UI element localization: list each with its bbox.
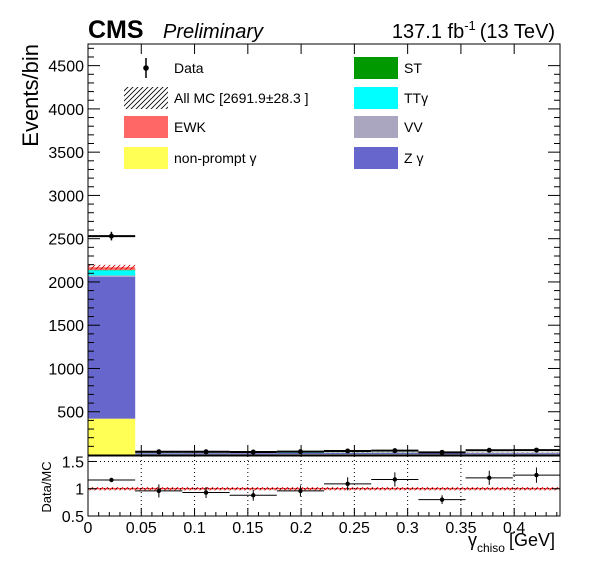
data-point-9 bbox=[534, 448, 539, 453]
legend-swatch-6 bbox=[354, 116, 398, 138]
data-point-6 bbox=[392, 448, 397, 453]
ratio-point-8 bbox=[487, 476, 491, 480]
ratio-point-4 bbox=[298, 489, 302, 493]
legend-label-2: EWK bbox=[174, 119, 207, 135]
legend-label-4: ST bbox=[404, 60, 422, 76]
main-ytick-label-8: 4500 bbox=[48, 59, 84, 76]
x-tick-label-3: 0.15 bbox=[232, 520, 263, 537]
x-tick-label-4: 0.2 bbox=[290, 520, 312, 537]
x-tick-label-6: 0.3 bbox=[397, 520, 419, 537]
main-ytick-label-0: 500 bbox=[57, 405, 84, 422]
lumi-value: 137.1 fb bbox=[392, 21, 464, 43]
x-tick-label-5: 0.25 bbox=[339, 520, 370, 537]
data-point-0 bbox=[109, 234, 114, 239]
stack-bar-1-6 bbox=[371, 453, 418, 454]
legend-label-7: Z γ bbox=[404, 150, 423, 166]
main-ytick-label-2: 1500 bbox=[48, 318, 84, 335]
ratio-point-9 bbox=[534, 473, 538, 477]
ratio-ytick-label-0: 0.5 bbox=[62, 509, 84, 526]
ratio-ytick-label-2: 1.5 bbox=[62, 454, 84, 471]
main-ytick-label-5: 3000 bbox=[48, 188, 84, 205]
legend-swatch-3 bbox=[124, 147, 168, 169]
energy-label: (13 TeV) bbox=[480, 21, 555, 43]
main-ytick-label-1: 1000 bbox=[48, 361, 84, 378]
data-point-2 bbox=[204, 449, 209, 454]
legend-marker-0 bbox=[143, 65, 149, 71]
data-point-8 bbox=[487, 448, 492, 453]
ratio-point-2 bbox=[204, 490, 208, 494]
main-ytick-label-6: 3500 bbox=[48, 145, 84, 162]
ratio-point-6 bbox=[393, 477, 397, 481]
stack-bar-1-0 bbox=[88, 277, 135, 419]
legend-label-3: non-prompt γ bbox=[174, 150, 256, 166]
legend-label-0: Data bbox=[174, 60, 204, 76]
legend-swatch-1 bbox=[124, 87, 168, 109]
x-axis-unit: [GeV] bbox=[509, 530, 555, 550]
stack-bar-3-0 bbox=[88, 270, 135, 275]
data-point-5 bbox=[345, 449, 350, 454]
legend-label-5: TTγ bbox=[404, 90, 428, 106]
x-tick-label-2: 0.1 bbox=[183, 520, 205, 537]
x-tick-label-0: 0 bbox=[84, 520, 93, 537]
legend: Data All MC [2691.9±28.3 ] EWK non-prompt γ… bbox=[124, 57, 428, 169]
ratio-point-0 bbox=[109, 478, 113, 482]
ratio-panel: 0.511.50 0.05 0.1 0.15 0.2 0.25 0.3 0.35 0.4 bbox=[62, 454, 560, 537]
ratio-point-1 bbox=[157, 489, 161, 493]
x-axis-label: γchiso [GeV] bbox=[468, 530, 555, 555]
data-point-3 bbox=[251, 450, 256, 455]
experiment-label: CMS bbox=[88, 16, 144, 44]
main-ytick-label-4: 2500 bbox=[48, 232, 84, 249]
ratio-y-axis-label: Data/MC bbox=[39, 461, 54, 512]
legend-label-6: VV bbox=[404, 119, 423, 135]
ratio-point-5 bbox=[345, 482, 349, 486]
data-point-1 bbox=[156, 449, 161, 454]
lumi-label: 137.1 fb-1 (13 TeV) bbox=[392, 18, 555, 43]
stack-bar-1-9 bbox=[513, 453, 560, 454]
data-point-7 bbox=[440, 450, 445, 455]
ratio-ytick-label-1: 1 bbox=[75, 482, 84, 499]
legend-swatch-4 bbox=[354, 57, 398, 79]
legend-label-1: All MC [2691.9±28.3 ] bbox=[174, 90, 309, 106]
status-label: Preliminary bbox=[163, 21, 264, 43]
legend-swatch-7 bbox=[354, 147, 398, 169]
ratio-point-7 bbox=[440, 497, 444, 501]
legend-swatch-5 bbox=[354, 87, 398, 109]
legend-swatch-2 bbox=[124, 116, 168, 138]
mc-unc-0 bbox=[88, 265, 135, 270]
main-ytick-label-3: 2000 bbox=[48, 275, 84, 292]
main-ytick-label-7: 4000 bbox=[48, 102, 84, 119]
data-point-4 bbox=[298, 449, 303, 454]
stack-bar-0-0 bbox=[88, 419, 135, 455]
lumi-exponent: -1 bbox=[464, 18, 476, 33]
ratio-point-3 bbox=[251, 493, 255, 497]
stack-bar-1-8 bbox=[466, 453, 513, 454]
stack-bar-2-0 bbox=[88, 275, 135, 276]
main-y-axis-label: Events/bin bbox=[18, 44, 43, 147]
x-tick-label-1: 0.05 bbox=[126, 520, 157, 537]
x-axis-subscript: chiso bbox=[477, 541, 505, 555]
x-axis-symbol: γ bbox=[468, 530, 477, 550]
